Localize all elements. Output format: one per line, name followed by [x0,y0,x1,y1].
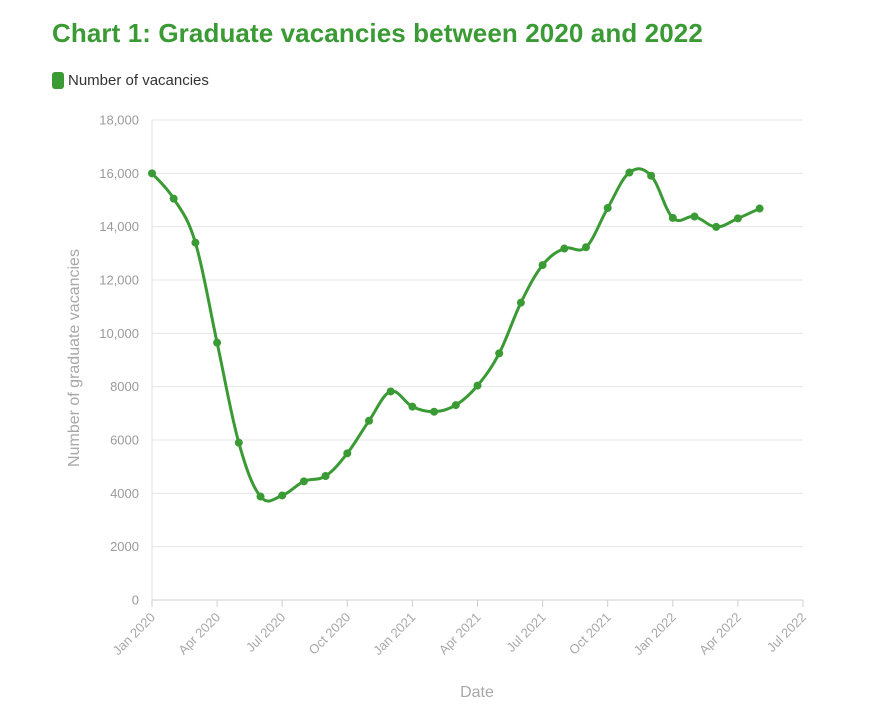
x-tick-label: Jan 2020 [110,610,158,658]
y-axis-ticks: 0 2000 4000 6000 8000 10,000 12,000 14,000 16,00… [99,113,139,608]
x-tick-label: Oct 2020 [306,610,354,658]
data-point[interactable] [733,214,742,223]
data-point[interactable] [256,492,265,501]
legend[interactable]: Number of vacancies [52,72,209,89]
data-point[interactable] [538,261,547,270]
chart-title: Chart 1: Graduate vacancies between 2020… [52,18,703,48]
y-tick-label: 0 [132,593,139,608]
data-point[interactable] [668,213,677,222]
data-point[interactable] [234,438,243,447]
plot-area [148,167,764,503]
y-tick-label: 4000 [110,486,139,501]
data-point[interactable] [516,298,525,307]
x-tick-label: Jan 2021 [370,610,418,658]
gridlines [152,119,803,601]
data-point[interactable] [365,416,373,425]
y-tick-label: 8000 [110,379,139,394]
data-point[interactable] [148,169,156,178]
data-point[interactable] [712,222,721,231]
y-tick-label: 16,000 [99,166,139,181]
y-tick-label: 14,000 [99,219,139,234]
data-point[interactable] [299,477,308,486]
legend-label: Number of vacancies [68,72,209,89]
legend-swatch [52,72,64,89]
data-point[interactable] [647,171,656,180]
data-point[interactable] [408,402,417,411]
x-tick-label: Jul 2021 [503,610,548,655]
data-point[interactable] [278,491,287,500]
y-tick-label: 10,000 [99,326,139,341]
data-point[interactable] [451,401,460,410]
data-point[interactable] [582,243,590,252]
y-tick-label: 12,000 [99,273,139,288]
y-axis-title: Number of graduate vacancies [66,249,83,467]
series-line [150,167,761,503]
data-point[interactable] [560,244,569,253]
data-point[interactable] [625,168,634,177]
x-tick-label: Jan 2022 [630,610,678,658]
y-tick-label: 2000 [110,539,139,554]
data-point[interactable] [169,194,178,203]
data-point[interactable] [343,449,352,458]
x-tick-label: Oct 2021 [566,610,614,658]
data-point[interactable] [191,238,200,247]
x-axis-title: Date [460,684,494,701]
x-tick-label: Apr 2020 [175,610,223,658]
x-tick-label: Apr 2021 [436,610,484,658]
x-tick-label: Apr 2022 [696,610,744,658]
y-tick-label: 18,000 [99,113,139,128]
data-point[interactable] [213,338,222,347]
x-tick-label: Jul 2020 [243,610,288,655]
data-point[interactable] [473,381,482,390]
data-point[interactable] [755,204,764,213]
data-point[interactable] [495,349,504,358]
x-axis [151,120,803,601]
x-tick-label: Jul 2022 [764,610,809,655]
data-point[interactable] [386,387,395,396]
x-axis-ticks: Jan 2020 Apr 2020 Jul 2020 Oct 2020 Jan 2021… [110,600,809,658]
data-point[interactable] [430,407,439,416]
y-tick-label: 6000 [110,433,139,448]
data-point[interactable] [603,204,612,212]
data-point[interactable] [321,472,330,480]
data-point[interactable] [690,212,699,221]
